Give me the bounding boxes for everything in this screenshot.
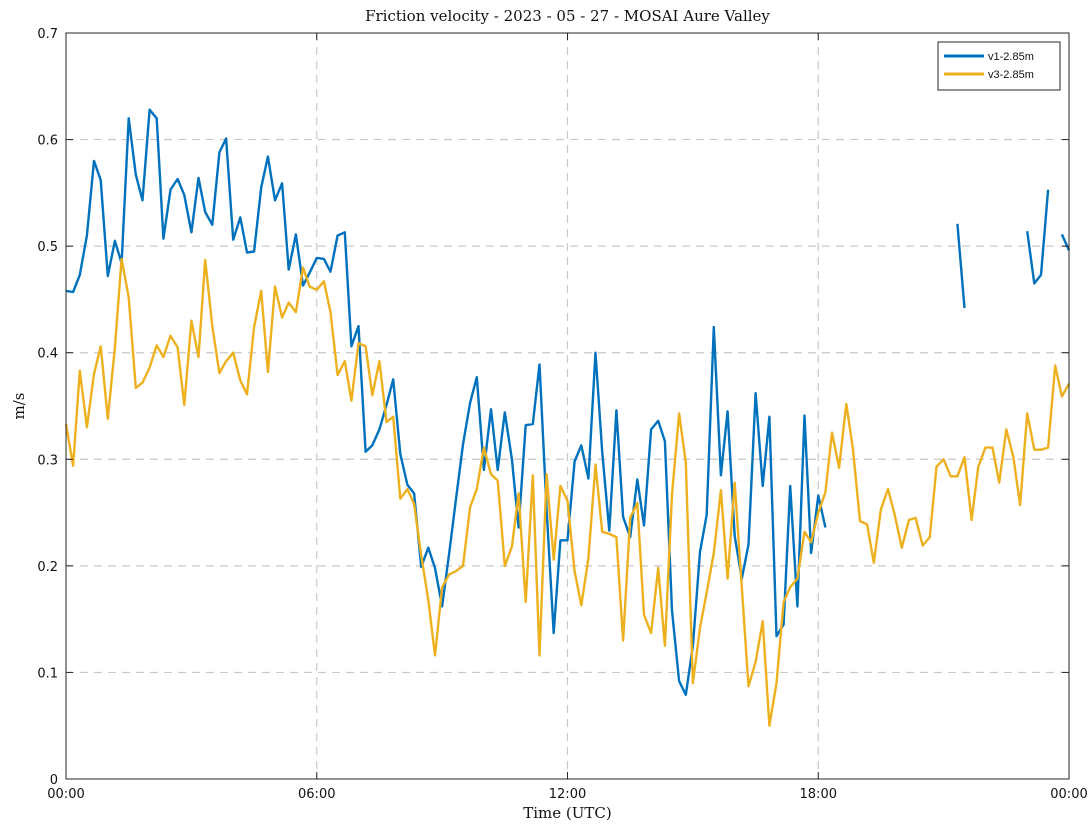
y-tick-label: 0.7 bbox=[37, 27, 58, 42]
y-tick-label: 0.5 bbox=[37, 240, 58, 255]
y-tick-label: 0.3 bbox=[37, 453, 58, 468]
x-tick-label: 06:00 bbox=[298, 787, 335, 802]
axis-ticks: 00:00 06:00 12:00 18:00 00:0000.10.20.30.40.… bbox=[37, 27, 1087, 802]
legend: v1-2.85m v3-2.85m bbox=[937, 41, 1061, 91]
x-tick-label: 18:00 bbox=[800, 787, 837, 802]
y-tick-label: 0.4 bbox=[37, 347, 58, 362]
y-axis-label: m/s bbox=[10, 393, 28, 420]
x-axis-label: Time (UTC) bbox=[523, 804, 612, 822]
series-line-v1-2.85m bbox=[1026, 189, 1050, 285]
x-tick-label: 00:00 bbox=[47, 787, 84, 802]
series-line-v1-2.85m bbox=[1060, 233, 1071, 251]
x-tick-label: 12:00 bbox=[549, 787, 586, 802]
series-layer bbox=[64, 108, 1071, 727]
chart-title: Friction velocity - 2023 - 05 - 27 - MOS… bbox=[365, 7, 770, 25]
legend-label: v1-2.85m bbox=[988, 51, 1034, 63]
y-tick-label: 0.1 bbox=[37, 666, 58, 681]
y-tick-label: 0.2 bbox=[37, 560, 58, 575]
x-tick-label: 00:00 bbox=[1050, 787, 1087, 802]
grid-lines bbox=[66, 33, 1069, 779]
legend-box bbox=[937, 41, 1061, 91]
y-tick-label: 0.6 bbox=[37, 134, 58, 149]
series-v3-2.85m bbox=[64, 257, 1071, 727]
legend-label: v3-2.85m bbox=[988, 69, 1034, 81]
y-tick-label: 0 bbox=[50, 773, 58, 788]
series-line-v1-2.85m bbox=[956, 223, 966, 309]
series-line-v3-2.85m bbox=[64, 257, 1071, 727]
